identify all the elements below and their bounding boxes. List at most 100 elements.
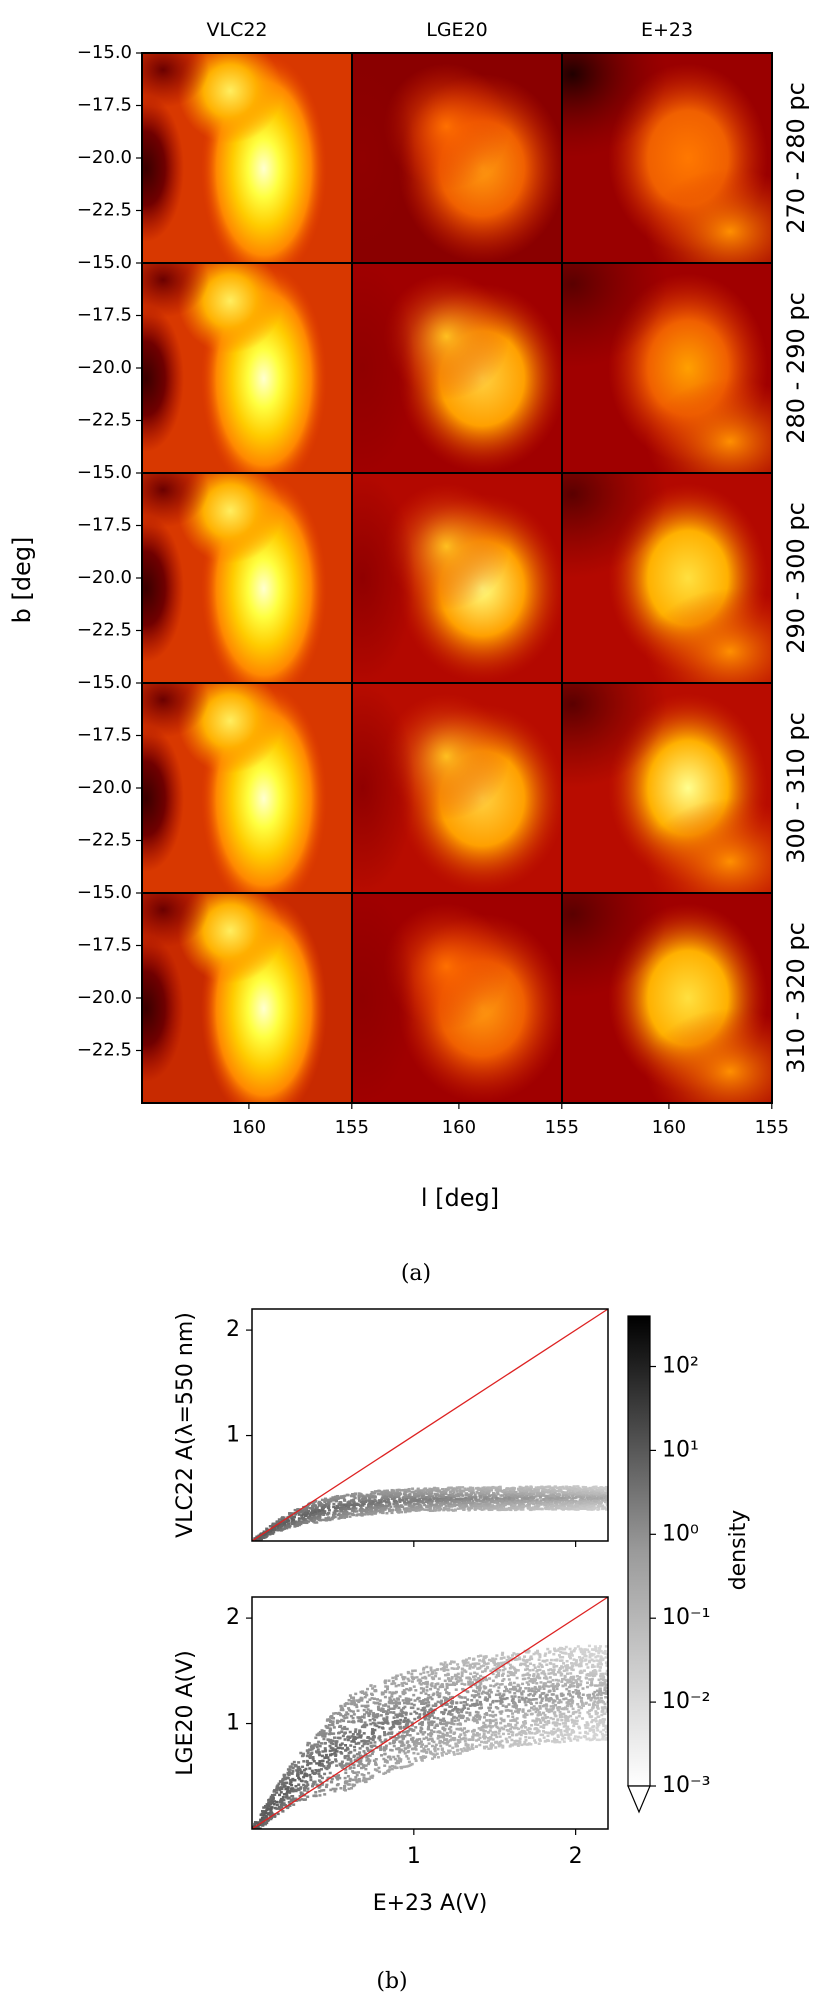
density-bin [273,1793,277,1796]
density-bin [308,1748,312,1752]
density-bin [511,1486,515,1490]
density-bin [419,1729,423,1732]
density-bin [305,1773,309,1776]
density-bin [503,1724,507,1728]
density-bin [275,1803,279,1807]
density-bin [321,1735,325,1738]
density-bin [370,1503,374,1506]
density-bin [486,1486,490,1489]
heatmap-frame [561,892,773,1104]
density-bin [345,1512,349,1516]
density-bin [559,1502,563,1506]
density-bin [424,1491,428,1494]
density-bin [461,1505,465,1508]
y-tick-label: −22.5 [77,200,132,221]
density-bin [458,1488,462,1492]
density-bin [414,1489,418,1493]
density-bin [503,1661,507,1664]
density-bin [523,1489,527,1492]
density-bin [334,1744,338,1748]
density-bin [302,1775,306,1779]
density-bin [513,1657,517,1661]
density-bin [311,1784,315,1788]
density-bin [569,1662,573,1665]
density-bin [469,1503,473,1506]
density-bin [331,1749,335,1752]
density-bin [555,1729,559,1732]
density-bin [322,1518,326,1522]
density-bin [427,1725,431,1729]
density-bin [414,1509,418,1512]
density-bin [372,1712,376,1715]
density-bin [347,1707,351,1710]
density-bin [543,1720,547,1724]
density-bin [407,1720,411,1723]
density-bin [525,1667,529,1671]
density-bin [314,1736,318,1740]
density-bin [402,1495,406,1499]
density-bin [398,1750,402,1754]
density-bin [558,1671,562,1674]
density-bin [561,1485,565,1489]
density-bin [560,1715,564,1718]
density-bin [385,1720,389,1723]
density-bin [340,1760,344,1764]
density-bin [578,1695,582,1699]
density-bin [345,1503,349,1506]
density-bin [319,1512,323,1515]
density-bin [535,1507,539,1511]
density-bin [502,1490,506,1494]
density-bin [481,1726,485,1729]
density-bin [595,1689,599,1693]
density-bin [344,1514,348,1518]
density-bin [537,1501,541,1505]
density-bin [476,1506,480,1510]
density-bin [508,1490,512,1494]
density-bin [339,1515,343,1519]
density-bin [441,1488,445,1491]
density-bin [421,1676,425,1680]
density-bin [579,1664,583,1668]
density-bin [585,1685,589,1689]
density-bin [474,1507,478,1510]
density-bin [588,1729,592,1732]
density-bin [591,1648,595,1651]
density-bin [433,1755,437,1759]
density-bin [580,1659,584,1663]
density-bin [597,1693,601,1696]
density-bin [480,1508,484,1511]
density-bin [499,1506,503,1509]
density-bin [388,1502,392,1505]
density-bin [581,1485,585,1489]
density-bin [360,1704,364,1708]
density-bin [470,1492,474,1496]
density-bin [293,1508,297,1512]
density-bin [335,1496,339,1500]
heatmap-cell-r5-c1 [141,892,353,1104]
density-bin [454,1497,458,1501]
density-bin [446,1508,450,1512]
density-bin [565,1659,569,1663]
density-bin [391,1491,395,1495]
density-bin [328,1749,332,1753]
heatmap-cell-r1-c2 [351,52,563,264]
density-bin [395,1747,399,1751]
density-bin [317,1512,321,1516]
density-bin [580,1671,584,1674]
density-bin [403,1490,407,1494]
density-bin [585,1681,589,1685]
density-bin [346,1783,350,1786]
density-bin [511,1495,515,1499]
y-tick-label: −20.0 [77,777,132,798]
density-bin [431,1757,435,1760]
density-bin [422,1493,426,1497]
density-bin [442,1490,446,1493]
density-bin [548,1708,552,1711]
density-bin [294,1785,298,1788]
density-bin [383,1681,387,1685]
density-bin [427,1508,431,1512]
density-bin [403,1509,407,1513]
density-bin [347,1787,351,1791]
density-bin [513,1508,517,1512]
density-bin [572,1730,576,1734]
